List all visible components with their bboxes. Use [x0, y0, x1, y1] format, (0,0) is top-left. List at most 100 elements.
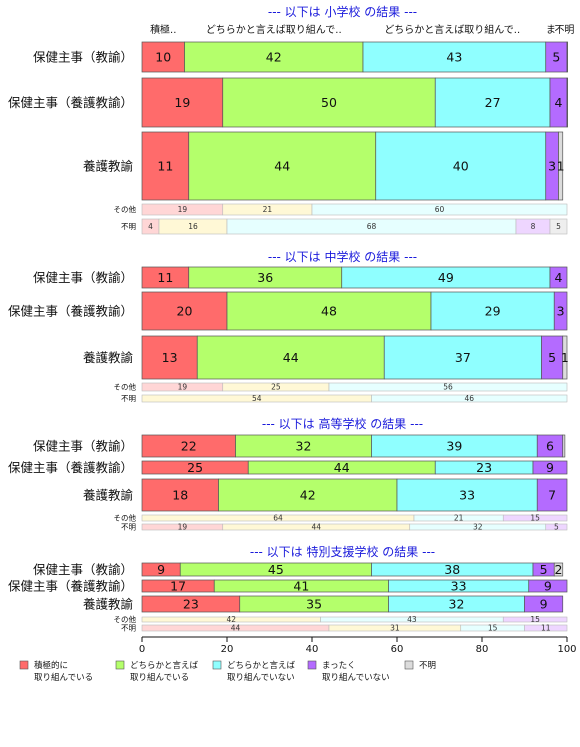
x-tick-label: 0 [139, 644, 145, 655]
x-tick-label: 100 [557, 644, 576, 655]
legend-label: 取り組んでいない [322, 672, 390, 683]
bar-value-label: 7 [548, 488, 556, 503]
bar-segment [558, 131, 564, 201]
bar-segment [218, 478, 398, 512]
bar-value-label: 33 [451, 579, 467, 594]
bar-segment [528, 579, 568, 593]
bar-value-label: 4 [555, 95, 563, 110]
bar-value-label: 60 [435, 205, 445, 214]
bar-segment [222, 77, 436, 128]
bar-row: その他 64 21 15 [114, 513, 568, 523]
legend-label: まったく [322, 661, 356, 671]
bar-value-label: 39 [446, 439, 462, 454]
bar-value-label: 38 [444, 562, 460, 577]
bar-value-label: 13 [162, 350, 178, 365]
row-label: その他 [114, 513, 137, 523]
bar-value-label: 36 [257, 270, 273, 285]
bar-value-label: 44 [311, 523, 321, 532]
row-label: 保健主事（養護教諭） [8, 95, 133, 110]
legend-label: 積極的に [34, 660, 68, 671]
bar-value-label: 8 [531, 222, 536, 231]
bar-value-label: 56 [443, 383, 453, 392]
bar-value-label: 19 [178, 383, 188, 392]
row-label: 不明 [121, 523, 136, 532]
chart-section-3: --- 以下は 高等学校 の結果 ---保健主事（教諭） 22 32 39 6保健主事（… [8, 416, 568, 532]
bar-value-label: 16 [188, 222, 198, 231]
row-label: 養護教諭 [83, 597, 134, 612]
top-category-label: どちらかと言えば取り組んで.. [384, 23, 520, 36]
bar-row: 保健主事（教諭） 9 45 38 5 2 [33, 562, 564, 577]
legend-swatch [404, 660, 414, 670]
legend-swatch [19, 660, 29, 670]
bar-segment [141, 131, 190, 201]
bar-value-label: 64 [273, 514, 283, 523]
bar-segment [141, 41, 185, 73]
chart-section-1: --- 以下は 小学校 の結果 ---保健主事（教諭） 10 42 43 5保健主事（養… [8, 4, 568, 235]
bar-value-label: 21 [454, 514, 464, 523]
bar-value-label: 19 [178, 523, 188, 532]
bar-segment [549, 218, 568, 235]
chart-section-2: --- 以下は 中学校 の結果 --- 保健主事（教諭） 11 36 49 4 保健主事（養… [8, 249, 569, 403]
row-label: 不明 [121, 624, 136, 633]
bar-value-label: 43 [407, 615, 417, 624]
bar-value-label: 11 [157, 270, 173, 285]
bar-row: 養護教諭 23 35 32 9 [83, 595, 564, 613]
bar-segment [141, 335, 198, 380]
bar-value-label: 68 [367, 222, 377, 231]
legend-label: 不明 [419, 661, 436, 671]
bar-segment [141, 478, 219, 512]
legend-label: 取り組んでいる [130, 672, 189, 683]
bar-value-label: 21 [263, 205, 273, 214]
legend-item: 不明 [404, 660, 436, 671]
bar-segment [371, 394, 568, 403]
bar-value-label: 33 [459, 488, 475, 503]
bar-value-label: 25 [271, 383, 281, 392]
bar-value-label: 42 [266, 50, 282, 65]
bar-value-label: 19 [174, 95, 190, 110]
row-label: 養護教諭 [83, 488, 134, 503]
bar-value-label: 6 [546, 439, 554, 454]
bar-segment [141, 77, 224, 128]
bar-row: 保健主事（教諭） 11 36 49 4 [33, 266, 568, 289]
row-label: 保健主事（教諭） [33, 270, 133, 285]
bar-row: 養護教諭 13 44 37 5 1 [83, 335, 569, 380]
chart-section-4: --- 以下は 特別支援学校 の結果 ---保健主事（教諭） 9 45 38 5 2保健主… [8, 544, 568, 633]
bar-value-label: 9 [540, 597, 548, 612]
bar-value-label: 5 [552, 50, 560, 65]
x-tick-label: 80 [476, 644, 489, 655]
row-label: 不明 [121, 222, 136, 231]
bar-value-label: 29 [485, 304, 501, 319]
x-tick-label: 40 [306, 644, 319, 655]
bar-value-label: 46 [464, 394, 474, 403]
bar-value-label: 10 [155, 50, 171, 65]
top-category-label: 積極.. [150, 23, 176, 36]
bar-value-label: 44 [334, 460, 350, 475]
bar-value-label: 3 [557, 304, 565, 319]
bar-value-label: 42 [300, 488, 316, 503]
bar-value-label: 44 [231, 624, 241, 633]
row-label: その他 [114, 204, 137, 214]
bar-value-label: 32 [296, 439, 312, 454]
bar-value-label: 15 [530, 514, 540, 523]
bar-segment [536, 478, 568, 512]
bar-value-label: 44 [274, 159, 290, 174]
bar-value-label: 44 [283, 350, 299, 365]
legend-swatch [307, 660, 317, 670]
bar-segment [566, 41, 568, 73]
bar-row: その他 19 21 60 [114, 203, 568, 216]
bar-value-label: 3 [548, 159, 556, 174]
bar-row: 保健主事（養護教諭） 17 41 33 9 [8, 579, 568, 594]
top-category-label: 不明 [554, 24, 574, 36]
legend-label: 取り組んでいない [227, 672, 295, 683]
bar-value-label: 32 [449, 597, 465, 612]
bar-value-label: 18 [172, 488, 188, 503]
x-tick-label: 60 [391, 644, 404, 655]
bar-segment [502, 514, 568, 522]
legend-label: どちらかと言えば [130, 660, 199, 671]
bar-segment [566, 77, 568, 128]
row-label: 養護教諭 [83, 350, 134, 365]
